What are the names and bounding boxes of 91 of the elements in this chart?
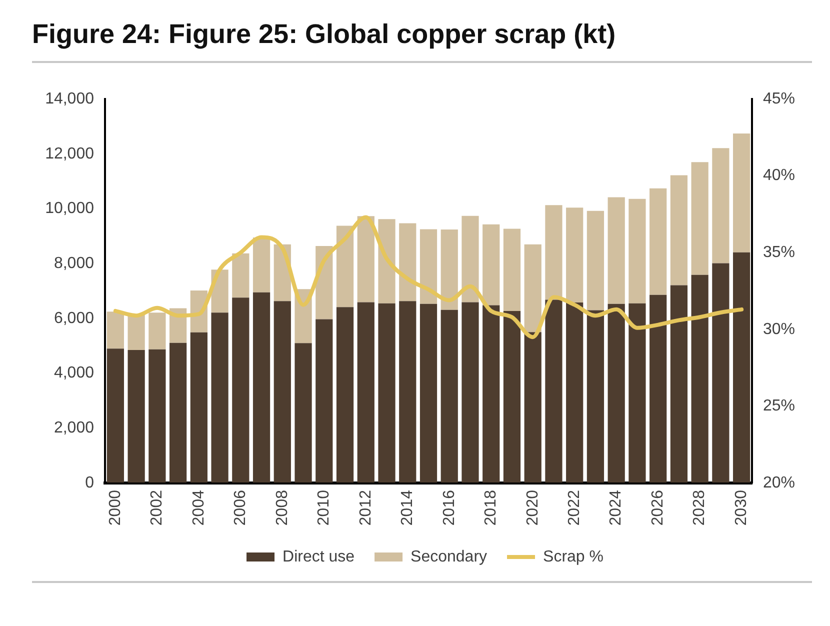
y-tick-label: 12,000 — [45, 145, 94, 162]
y2-tick-label: 30% — [763, 320, 796, 338]
bar — [586, 210, 604, 310]
y-tick-label: 14,000 — [45, 90, 94, 108]
x-tick-label: 2030 — [732, 490, 750, 526]
bar — [106, 348, 124, 482]
bar — [357, 302, 374, 482]
bar — [462, 302, 479, 482]
bar — [670, 175, 688, 286]
bar — [650, 188, 667, 295]
chart-title: Figure 24: Figure 25: Global copper scrap (kt) — [32, 18, 616, 50]
bar — [128, 314, 145, 350]
x-tick-label: 2010 — [316, 490, 333, 526]
legend-label: Secondary — [410, 548, 488, 566]
bar — [357, 216, 374, 302]
bar — [274, 301, 291, 482]
bar — [128, 350, 145, 482]
bar — [712, 263, 730, 482]
x-tick-label: 2014 — [399, 490, 416, 526]
bar — [545, 205, 562, 300]
bar — [252, 292, 270, 482]
x-tick-label: 2006 — [232, 490, 250, 526]
bar — [316, 319, 333, 482]
y-tick-label: 10,000 — [45, 200, 94, 218]
bar — [420, 229, 438, 304]
y2-tick-label: 45% — [763, 90, 796, 108]
bar — [378, 303, 396, 482]
bar — [733, 134, 750, 252]
x-tick-label: 2016 — [440, 490, 458, 526]
y2-tick-label: 20% — [763, 474, 796, 492]
bar — [650, 294, 667, 482]
bar — [336, 307, 354, 482]
y-tick-label: 4,000 — [54, 364, 94, 382]
bar — [608, 304, 625, 482]
x-tick-label: 2004 — [190, 490, 208, 526]
bar — [148, 349, 166, 482]
bar — [399, 223, 416, 302]
y-tick-label: 6,000 — [54, 310, 94, 327]
bar — [294, 343, 312, 482]
x-tick-label: 2012 — [357, 490, 374, 526]
bar — [691, 162, 708, 275]
bar — [524, 244, 542, 332]
legend-label: Scrap % — [543, 548, 604, 566]
bar — [482, 224, 500, 306]
y-tick-label: 0 — [85, 474, 94, 492]
y-tick-label: 2,000 — [54, 420, 94, 437]
bar — [420, 304, 438, 482]
bar — [545, 300, 562, 482]
x-tick-label: 2000 — [106, 490, 124, 526]
bar — [148, 312, 166, 350]
bar — [106, 312, 124, 349]
y2-tick-label: 25% — [763, 398, 796, 415]
bar — [462, 216, 479, 302]
y-tick-label: 8,000 — [54, 254, 94, 272]
bar — [691, 274, 708, 482]
x-tick-label: 2020 — [524, 490, 542, 526]
bar — [440, 230, 458, 310]
x-tick-label: 2026 — [649, 490, 666, 526]
bar — [503, 311, 521, 482]
bar — [252, 238, 270, 292]
line-series — [113, 215, 744, 340]
bar — [733, 252, 750, 482]
bar — [566, 208, 584, 303]
bar — [190, 332, 208, 482]
bar — [503, 228, 521, 312]
bar — [169, 342, 187, 482]
y2-tick-label: 35% — [763, 244, 796, 262]
bar — [712, 148, 730, 264]
x-tick-label: 2002 — [148, 490, 166, 526]
legend-label: Direct use — [282, 548, 355, 566]
x-tick-label: 2018 — [482, 490, 500, 526]
bar — [232, 253, 250, 298]
bar — [566, 302, 584, 482]
x-tick-label: 2028 — [691, 490, 708, 526]
bar — [608, 197, 625, 304]
bar — [232, 298, 250, 482]
bar — [211, 312, 228, 482]
bar — [670, 285, 688, 482]
bar — [378, 219, 396, 304]
bar — [628, 303, 646, 482]
bar — [524, 332, 542, 482]
x-tick-label: 2008 — [274, 490, 291, 526]
x-tick-label: 2022 — [566, 490, 584, 526]
bar — [586, 310, 604, 482]
bar — [628, 198, 646, 304]
bar — [336, 226, 354, 308]
bar — [399, 301, 416, 482]
bar — [440, 310, 458, 482]
x-tick-label: 2024 — [608, 490, 625, 526]
y2-tick-label: 40% — [763, 167, 796, 184]
bar — [482, 305, 500, 482]
